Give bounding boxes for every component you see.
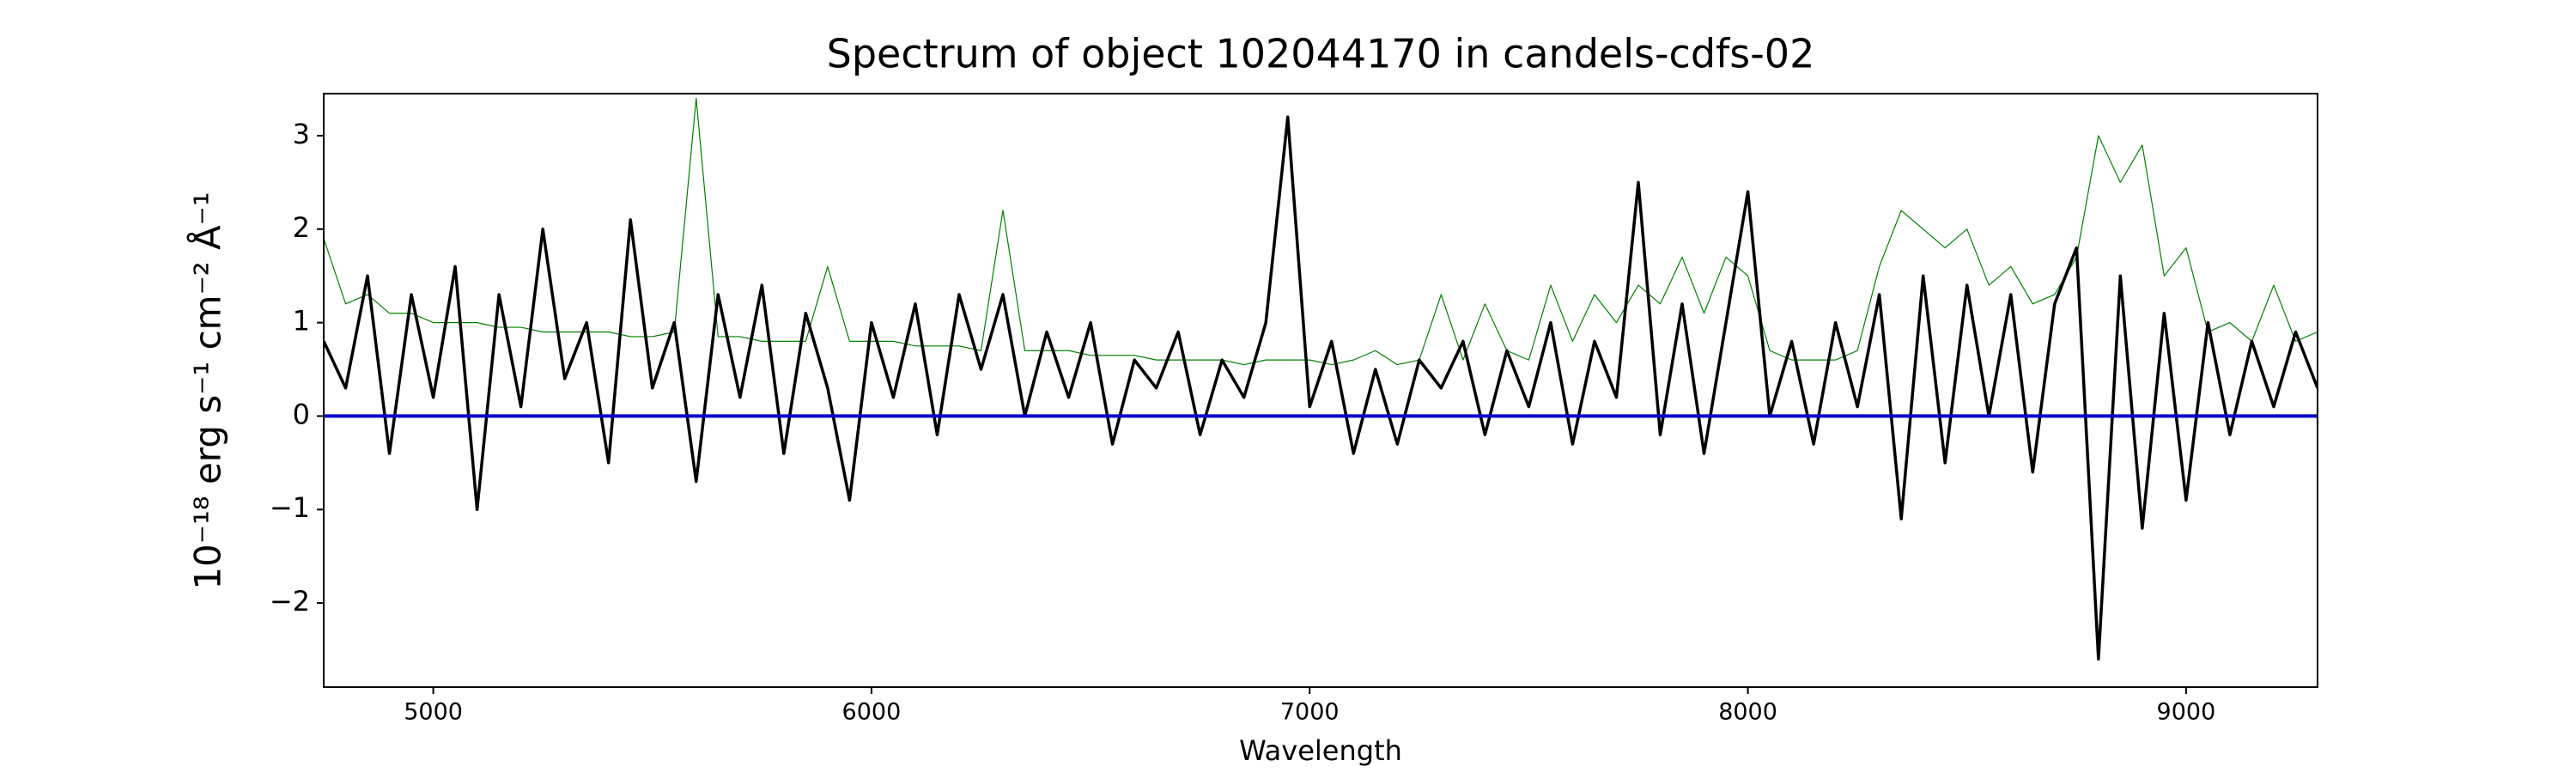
- spectrum-line: [324, 115, 2318, 661]
- chart-title: Spectrum of object 102044170 in candels-…: [827, 31, 1815, 77]
- y-tick-label: −1: [270, 491, 310, 524]
- x-tick-label: 5000: [404, 699, 463, 726]
- x-tick-label: 8000: [1718, 699, 1777, 726]
- x-tick-label: 6000: [842, 699, 902, 726]
- y-tick-label: 1: [293, 305, 310, 338]
- x-tick-label: 9000: [2157, 699, 2216, 726]
- plot-frame: [323, 93, 2318, 688]
- y-tick-label: 2: [293, 211, 310, 244]
- x-tick-label: 7000: [1280, 699, 1340, 726]
- y-tick-label: 0: [293, 398, 310, 430]
- y-tick-label: −2: [270, 585, 310, 618]
- y-axis-label: 10⁻¹⁸ erg s⁻¹ cm⁻² Å⁻¹: [186, 192, 229, 589]
- y-tick-label: 3: [293, 118, 310, 150]
- spectrum-line: [324, 97, 2318, 366]
- x-axis-label: Wavelength: [1239, 734, 1402, 767]
